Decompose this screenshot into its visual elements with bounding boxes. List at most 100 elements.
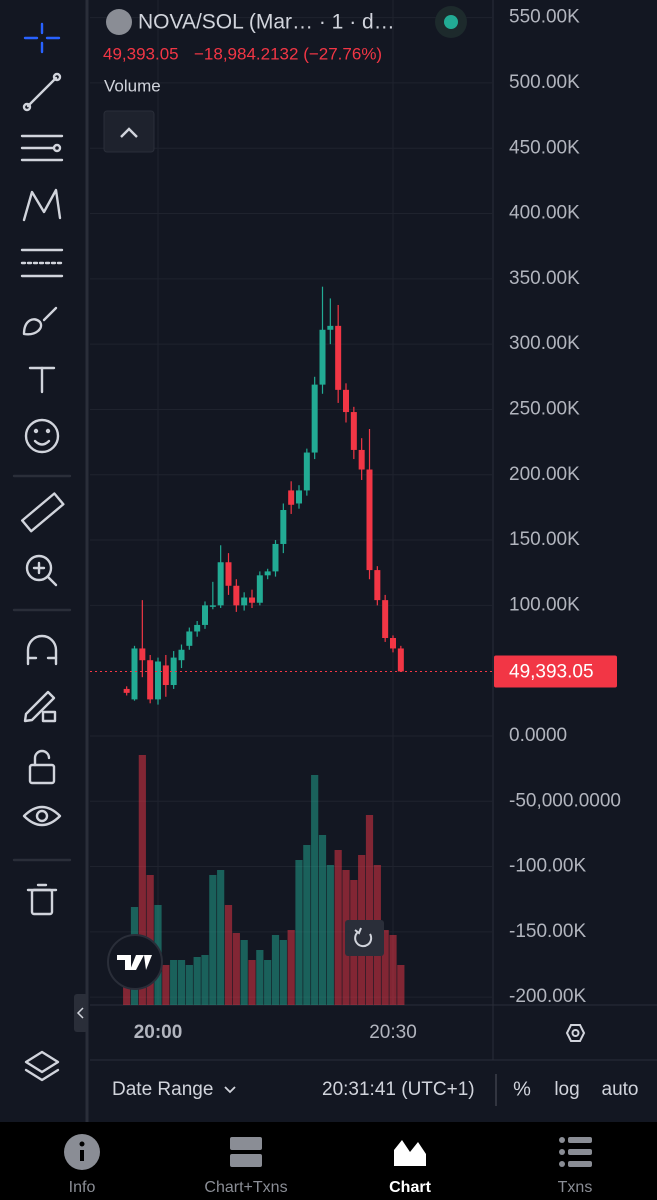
- y-tick-label: 100.00K: [509, 594, 580, 615]
- parallel-lines-tool[interactable]: [20, 134, 64, 162]
- candle-body: [139, 648, 146, 661]
- layers-tool[interactable]: [24, 1050, 60, 1082]
- last-price-label: 49,393.05: [509, 661, 594, 682]
- tradingview-logo[interactable]: [107, 934, 163, 990]
- volume-bar: [287, 930, 295, 1005]
- y-tick-label: 550.00K: [509, 7, 580, 28]
- unlock-tool[interactable]: [28, 749, 56, 785]
- candle-body: [170, 657, 177, 686]
- volume-bar: [326, 865, 334, 1005]
- candle-body: [335, 325, 342, 390]
- status-dot: [444, 15, 458, 29]
- volume-bar: [162, 965, 170, 1005]
- txns-tab[interactable]: Txns: [558, 1137, 593, 1196]
- candle-body: [366, 469, 373, 571]
- volume-bar: [248, 960, 256, 1005]
- nav-label[interactable]: Info: [69, 1179, 96, 1196]
- indicator-name: Volume: [104, 76, 161, 95]
- volume-bar: [185, 965, 193, 1005]
- symbol[interactable]: NOVA/SOL (Mar… · 1 · d…: [138, 11, 395, 34]
- candle-body: [311, 384, 318, 453]
- candle-body: [303, 452, 310, 491]
- volume-bar: [303, 845, 311, 1005]
- info-tab[interactable]: Info: [64, 1134, 100, 1196]
- y-tick-label: 250.00K: [509, 398, 580, 419]
- magnet-tool[interactable]: [26, 634, 58, 666]
- candle-body: [374, 570, 381, 601]
- y-tick-label: -150.00K: [509, 921, 586, 942]
- volume-bar: [193, 957, 201, 1005]
- token-avatar: [106, 9, 132, 35]
- y-tick-label: 0.0000: [509, 725, 567, 746]
- volume-bar: [264, 960, 272, 1005]
- candle-body: [327, 325, 334, 330]
- volume-bar: [311, 775, 319, 1005]
- candle-body: [202, 605, 208, 625]
- nav-label[interactable]: Chart+Txns: [204, 1179, 287, 1196]
- y-tick-label: 300.00K: [509, 333, 580, 354]
- candle-body: [155, 661, 161, 700]
- crosshair-tool[interactable]: [23, 22, 61, 54]
- clock: 20:31:41 (UTC+1): [322, 1079, 475, 1100]
- volume-bar: [397, 965, 405, 1005]
- volume-bar: [209, 875, 217, 1005]
- candle-body: [350, 412, 357, 450]
- y-tick-label: 200.00K: [509, 464, 580, 485]
- volume-bar: [138, 755, 146, 1005]
- candle-body: [209, 605, 216, 607]
- delete-tool[interactable]: [26, 883, 58, 916]
- volume-bar: [217, 870, 225, 1005]
- ruler-tool[interactable]: [20, 492, 65, 533]
- candle-body: [358, 449, 365, 470]
- hide-tool[interactable]: [22, 805, 62, 827]
- expand-toolbar-tab[interactable]: [74, 994, 88, 1032]
- toolbar: [0, 0, 86, 1122]
- toolbar-icons: [12, 22, 72, 1082]
- percent-toggle[interactable]: %: [513, 1078, 531, 1100]
- brush-tool[interactable]: [22, 306, 58, 336]
- pattern-tool[interactable]: [22, 188, 62, 222]
- candle-body: [194, 624, 201, 632]
- zoom-tool[interactable]: [25, 554, 58, 587]
- lock-drawing-tool[interactable]: [23, 690, 57, 723]
- grid: [90, 0, 493, 1005]
- text-tool[interactable]: [28, 366, 56, 394]
- auto-toggle[interactable]: auto: [602, 1079, 639, 1100]
- nav-label[interactable]: Chart: [389, 1179, 431, 1196]
- collapse-button[interactable]: [103, 110, 155, 153]
- candle-body: [280, 510, 287, 544]
- volume-bar: [318, 835, 327, 1005]
- candle-body: [162, 665, 169, 686]
- chart-txns-tab[interactable]: Chart+Txns: [204, 1137, 288, 1196]
- fib-tool[interactable]: [20, 248, 64, 278]
- candle-body: [225, 562, 232, 586]
- volume-bar: [295, 860, 303, 1005]
- candle-body: [186, 631, 193, 646]
- candle-body: [249, 597, 255, 603]
- volume-bar: [232, 933, 240, 1005]
- volume-bar: [279, 940, 287, 1005]
- nav-label[interactable]: Txns: [558, 1179, 593, 1196]
- settings-button[interactable]: [565, 1024, 586, 1042]
- x-tick-label: 20:30: [369, 1022, 417, 1043]
- candle-body: [382, 600, 389, 639]
- volume-bar: [381, 930, 389, 1005]
- volume-bar: [224, 905, 233, 1005]
- volume-bar: [240, 940, 248, 1005]
- y-tick-label: -50,000.0000: [509, 790, 621, 811]
- volume-bar: [170, 960, 178, 1005]
- date-range[interactable]: Date Range: [112, 1079, 213, 1100]
- reset-button[interactable]: [345, 920, 384, 956]
- chart-tab[interactable]: Chart: [389, 1140, 432, 1196]
- date-range-button[interactable]: Date Range: [112, 1079, 236, 1100]
- log-toggle[interactable]: log: [554, 1079, 579, 1100]
- y-tick-label: 150.00K: [509, 529, 580, 550]
- emoji-tool[interactable]: [24, 418, 60, 454]
- y-tick-label: 350.00K: [509, 268, 580, 289]
- trend-line-tool[interactable]: [22, 72, 62, 112]
- volume-bar: [389, 935, 397, 1005]
- candle-body: [319, 329, 326, 385]
- candle-body: [264, 571, 271, 576]
